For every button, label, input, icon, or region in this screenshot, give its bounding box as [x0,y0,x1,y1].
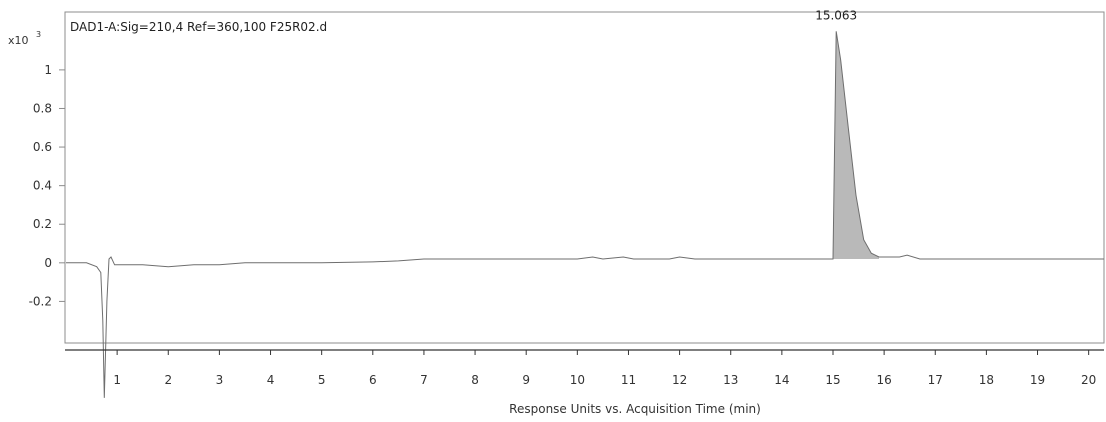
x-tick-label: 8 [471,373,479,387]
chart-title: DAD1-A:Sig=210,4 Ref=360,100 F25R02.d [70,20,327,34]
y-axis: -0.2 0 0.2 0.4 0.6 0.8 1 [29,63,65,308]
x-tick-label: 6 [369,373,377,387]
x-axis-label: Response Units vs. Acquisition Time (min… [509,402,761,416]
x-tick-label: 4 [267,373,275,387]
x-tick-label: 14 [774,373,789,387]
x-tick-label: 5 [318,373,326,387]
y-tick-label: 0.8 [33,101,52,115]
x-tick-label: 20 [1081,373,1096,387]
x-tick-label: 2 [164,373,172,387]
x-tick-label: 9 [522,373,530,387]
x-tick-label: 7 [420,373,428,387]
x-tick-label: 19 [1030,373,1045,387]
peak-area [827,31,879,259]
y-tick-label: 1 [44,63,52,77]
y-scale-exponent: 3 [36,30,41,39]
x-tick-label: 16 [876,373,891,387]
chromatogram-trace [66,31,1104,398]
y-scale-label: x10 3 [8,30,41,47]
x-tick-label: 15 [825,373,840,387]
peak-label-group: 15.063 [815,8,857,22]
x-tick-label: 3 [216,373,224,387]
x-tick-label: 18 [979,373,994,387]
x-tick-label: 10 [570,373,585,387]
x-tick-label: 17 [928,373,943,387]
x-tick-label: 1 [113,373,121,387]
plot-frame [64,11,1105,344]
x-tick-label: 13 [723,373,738,387]
y-tick-label: 0.6 [33,140,52,154]
y-tick-label: 0 [44,256,52,270]
peak-fill-group [827,31,879,259]
x-tick-label: 12 [672,373,687,387]
y-tick-label: 0.4 [33,179,52,193]
peak-label: 15.063 [815,8,857,22]
y-scale-base: x10 [8,34,29,47]
y-tick-label: -0.2 [29,294,52,308]
y-tick-label: 0.2 [33,217,52,231]
x-axis: 1 2 3 4 5 6 7 8 9 10 11 12 13 14 15 16 17 18 19 20 [113,350,1096,387]
x-tick-label: 11 [621,373,636,387]
